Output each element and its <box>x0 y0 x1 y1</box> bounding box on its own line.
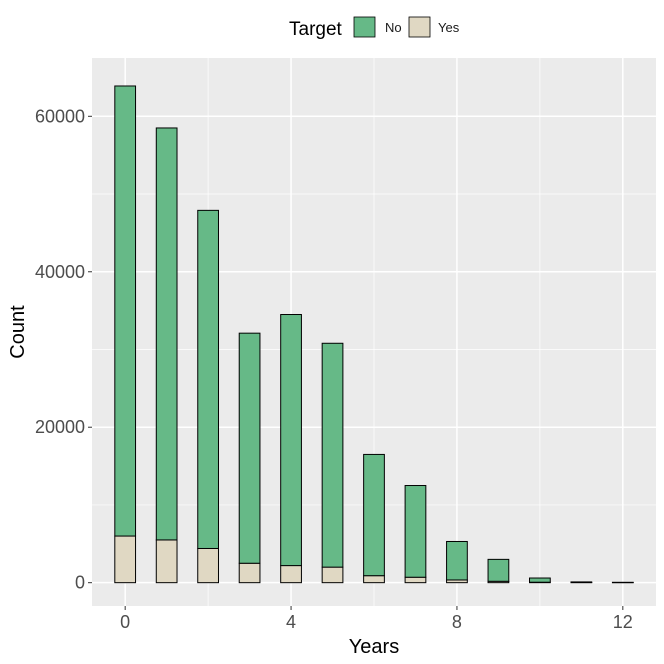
bar-no-11 <box>570 581 593 584</box>
x-axis: 0 4 8 12 <box>120 606 633 632</box>
bar-no-3 <box>238 332 261 564</box>
legend-label-yes: Yes <box>438 20 460 35</box>
bars <box>114 85 634 584</box>
x-axis-title: Years <box>349 636 399 658</box>
y-tick-label: 0 <box>75 573 85 593</box>
legend-title: Target <box>289 19 343 40</box>
legend-key-yes <box>408 16 431 38</box>
bar-yes-3 <box>238 562 261 584</box>
bar-no-2 <box>197 209 219 549</box>
x-tick-label: 0 <box>120 612 130 632</box>
y-tick-label: 20000 <box>35 417 85 437</box>
y-tick-label: 60000 <box>35 106 85 126</box>
legend-key-no <box>353 16 376 38</box>
bar-yes-5 <box>321 566 344 584</box>
bar-no-8 <box>446 540 468 581</box>
bar-no-10 <box>529 577 551 583</box>
bar-yes-2 <box>197 547 219 584</box>
legend: Target No Yes <box>289 16 460 40</box>
bar-yes-0 <box>114 535 137 584</box>
x-tick-label: 12 <box>613 612 633 632</box>
y-tick-label: 40000 <box>35 262 85 282</box>
bar-no-1 <box>155 127 178 541</box>
bar-no-9 <box>487 558 510 582</box>
y-axis: 0 20000 40000 60000 <box>35 106 92 593</box>
bar-yes-7 <box>404 576 427 584</box>
x-tick-label: 4 <box>286 612 296 632</box>
bar-yes-6 <box>363 575 385 584</box>
bar-no-5 <box>321 342 344 568</box>
y-axis-title: Count <box>7 305 29 359</box>
x-tick-label: 8 <box>452 612 462 632</box>
bar-yes-1 <box>155 539 178 584</box>
bar-no-6 <box>363 453 385 577</box>
bar-no-7 <box>404 485 427 578</box>
bar-yes-4 <box>280 565 302 584</box>
legend-label-no: No <box>385 20 402 35</box>
bar-no-4 <box>280 314 302 567</box>
bar-no-0 <box>114 85 137 537</box>
